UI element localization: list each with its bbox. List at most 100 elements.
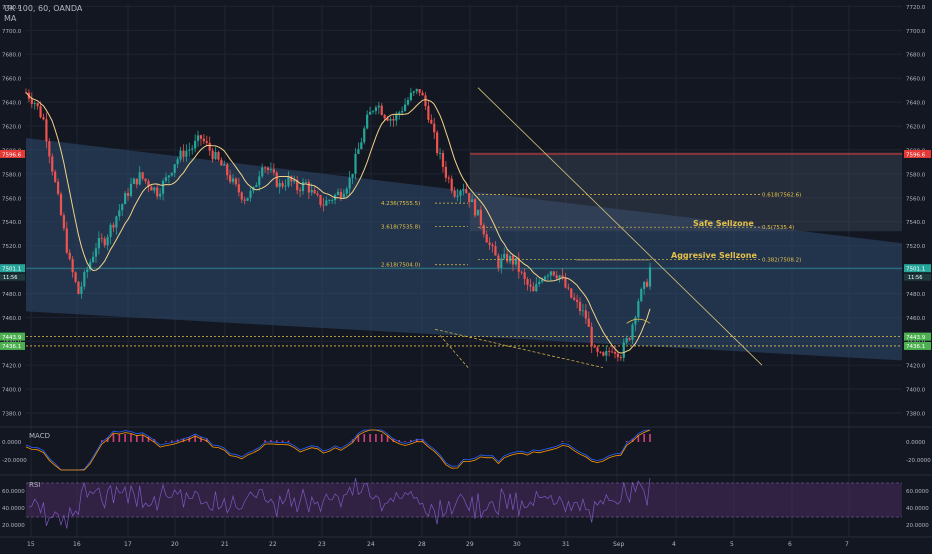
candle-body [212,151,214,160]
candle-body [637,301,639,317]
candle-body [398,112,400,114]
candle-body [384,115,386,118]
candle-body [556,275,558,278]
fib-level-label: 0.618(7562.6) [762,193,801,199]
candle-body [564,277,566,287]
candle-body [299,190,301,191]
candle-body [550,271,552,275]
candle-body [77,282,79,294]
candle-body [579,302,581,311]
candle-body [427,106,429,120]
candle-body [168,176,170,178]
price-tick-label-right: 7680.0 [906,53,926,59]
candle-body [191,149,193,150]
price-tag-right-text: 7501.1 [906,267,925,273]
candle-body [328,200,330,201]
price-tick-label-right: 7380.0 [906,412,926,418]
price-tag-right-text: 7436.1 [906,344,925,350]
price-tick-label-right: 7460.0 [906,316,926,322]
candle-body [395,114,397,121]
candle-body [442,153,444,167]
price-tick-label-right: 7420.0 [906,364,926,370]
price-tick-label-left: 7380.0 [2,412,22,418]
price-tag-right-text: 7596.6 [906,152,926,158]
candle-body [308,182,310,192]
candle-body [419,89,421,93]
candle-body [640,289,642,301]
price-tick-label-left: 7680.0 [2,53,22,59]
time-tick-label: 30 [513,541,521,548]
macd-histogram-bar [113,434,115,442]
candle-body [591,327,593,346]
candle-body [57,182,59,194]
candle-body [526,279,528,285]
macd-tick-right: 0.0000 [906,440,926,446]
rsi-tick-right: 60.0000 [906,489,929,495]
candle-body [614,352,616,354]
macd-histogram-bar [142,435,144,442]
candle-body [477,210,479,216]
candle-body [512,256,514,265]
price-tick-label-left: 7700.0 [2,29,22,35]
candle-body [547,275,549,276]
symbol-title: UK 100, 60, OANDA [4,4,83,13]
candle-body [340,192,342,198]
candle-body [407,100,409,104]
candle-body [95,248,97,256]
candle-body [576,300,578,302]
candle-body [72,259,74,272]
macd-histogram-bar [276,440,278,442]
candle-body [529,285,531,287]
candle-body [217,152,219,160]
candle-body [404,105,406,111]
candle-body [142,172,144,178]
candle-body [83,272,85,286]
candle-body [617,354,619,358]
candle-body [634,317,636,324]
macd-pane-title: MACD [29,432,50,440]
candle-body [162,181,164,194]
candle-body [92,257,94,262]
macd-histogram-bar [404,441,406,442]
price-tick-label-left: 7420.0 [2,364,22,370]
candle-body [378,106,380,108]
candle-body [436,132,438,153]
candle-body [197,135,199,141]
macd-histogram-bar [649,434,651,442]
candle-body [238,184,240,192]
time-tick-label: 6 [788,541,792,548]
candle-body [174,164,176,173]
rsi-tick-right: 20.0000 [906,523,929,529]
candle-body [343,194,345,198]
candle-body [249,191,251,198]
candle-body [281,183,283,186]
candle-body [220,160,222,166]
price-tick-label-right: 7640.0 [906,101,926,107]
candle-body [337,192,339,195]
candle-body [130,184,132,196]
macd-histogram-bar [136,435,138,442]
candle-body [608,351,610,352]
candle-body [448,178,450,179]
price-tick-label-right: 7660.0 [906,77,926,83]
candle-body [226,164,228,175]
candle-body [620,357,622,358]
candle-body [127,193,129,196]
price-tick-label-right: 7620.0 [906,124,926,130]
candle-body [107,237,109,245]
candle-body [200,135,202,138]
price-tick-label-left: 7540.0 [2,220,22,226]
candle-body [235,179,237,185]
candle-body [279,183,281,187]
candle-body [156,188,158,197]
macd-tick-left: -20.0000 [2,458,27,464]
macd-histogram-bar [124,434,126,442]
rsi-tick-left: 60.0000 [2,489,25,495]
candle-body [314,190,316,193]
candle-body [506,254,508,261]
time-tick-label: 16 [73,541,81,548]
candle-body [86,270,88,272]
macd-histogram-bar [119,434,121,442]
